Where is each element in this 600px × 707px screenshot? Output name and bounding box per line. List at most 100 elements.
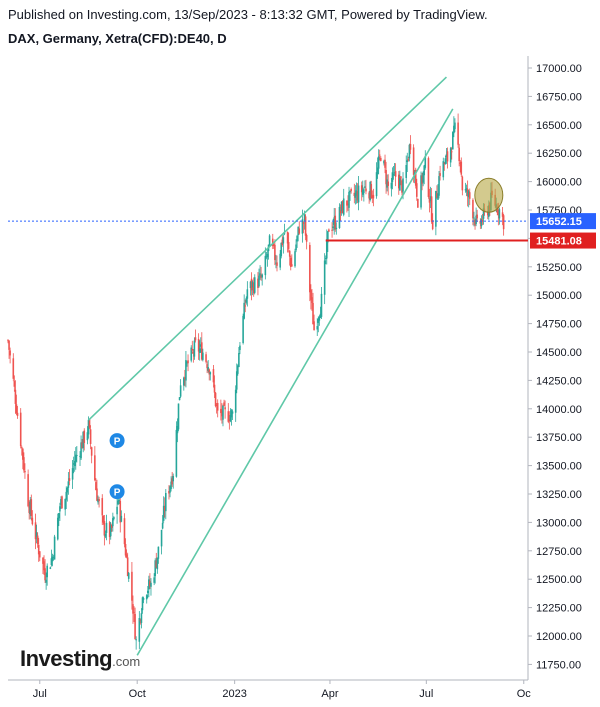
- candle-body: [191, 348, 194, 351]
- candle-body: [169, 486, 171, 493]
- candle-body: [386, 179, 388, 188]
- candle-body: [117, 500, 119, 505]
- candle-body: [148, 579, 150, 590]
- candle-body: [73, 461, 76, 467]
- candle-body: [223, 402, 225, 406]
- candle-body: [52, 557, 55, 559]
- candle-body: [208, 369, 211, 375]
- candle-body: [258, 275, 260, 287]
- candle-body: [49, 567, 52, 569]
- candle-body: [61, 496, 63, 509]
- candle-body: [67, 481, 70, 488]
- candle-body: [275, 262, 277, 264]
- candle-body: [280, 242, 283, 257]
- last-price-label: 15652.15: [536, 216, 582, 228]
- candle-body: [390, 182, 393, 189]
- candle-body: [30, 499, 33, 516]
- candle-body: [36, 535, 39, 545]
- candle-body: [212, 369, 215, 383]
- candle-body: [294, 251, 296, 267]
- candle-body: [31, 517, 34, 525]
- candle-body: [354, 193, 357, 198]
- candle-body: [274, 244, 276, 261]
- candle-body: [9, 350, 11, 356]
- candle-body: [311, 297, 313, 304]
- candle-body: [472, 199, 474, 219]
- y-tick-label: 14500.00: [536, 347, 582, 359]
- candle-body: [318, 316, 321, 321]
- candle-body: [163, 506, 166, 511]
- candle-body: [12, 358, 15, 379]
- candle-body: [264, 255, 267, 276]
- candle-body: [179, 385, 182, 397]
- candle-body: [193, 340, 196, 357]
- candle-body: [113, 517, 115, 519]
- candle-body: [309, 244, 311, 293]
- candle-body: [116, 506, 118, 515]
- candle-body: [229, 415, 232, 422]
- candle-body: [206, 364, 208, 369]
- candle-body: [295, 244, 297, 251]
- candle-body: [302, 222, 305, 224]
- candle-body: [175, 429, 178, 477]
- candle-body: [187, 360, 189, 364]
- candle-body: [437, 193, 439, 200]
- candle-body: [348, 191, 350, 208]
- y-tick-label: 14750.00: [536, 319, 582, 331]
- candle-body: [140, 613, 143, 623]
- p-marker-label: P: [114, 488, 121, 499]
- candle-body: [371, 195, 374, 198]
- candle-body: [76, 455, 78, 457]
- y-tick-label: 14000.00: [536, 404, 582, 416]
- candle-body: [44, 568, 46, 581]
- candle-body: [53, 536, 56, 560]
- candle-body: [415, 183, 418, 197]
- candle-body: [119, 500, 122, 523]
- candle-body: [105, 522, 108, 533]
- y-tick-label: 12000.00: [536, 631, 582, 643]
- candle-body: [59, 506, 61, 512]
- candle-body: [332, 226, 334, 228]
- candle-body: [385, 169, 387, 185]
- y-tick-label: 14250.00: [536, 375, 582, 387]
- candle-body: [458, 147, 460, 162]
- candle-body: [243, 302, 245, 319]
- candle-body: [397, 174, 400, 189]
- candle-body: [177, 403, 180, 430]
- candle-body: [282, 237, 285, 244]
- y-tick-label: 13000.00: [536, 517, 582, 529]
- candle-body: [139, 619, 142, 622]
- candle-body: [72, 463, 75, 465]
- candle-body: [168, 490, 170, 494]
- candle-body: [154, 560, 157, 577]
- candle-body: [165, 493, 167, 512]
- highlight-circle: [474, 177, 504, 213]
- candle-body: [230, 410, 233, 418]
- candle-body: [135, 639, 137, 641]
- candle-body: [289, 257, 292, 267]
- candle-body: [486, 211, 489, 216]
- candle-body: [361, 189, 364, 195]
- candle-body: [391, 172, 394, 182]
- candle-body: [51, 556, 54, 562]
- candle-body: [239, 345, 241, 351]
- candle-body: [249, 281, 252, 289]
- candle-body: [82, 431, 84, 449]
- candle-body: [452, 132, 454, 150]
- candle-body: [378, 154, 381, 156]
- candle-body: [460, 161, 463, 175]
- candle-body: [56, 517, 59, 540]
- trendline: [87, 76, 448, 421]
- x-tick-label: Jul: [33, 688, 47, 700]
- candle-body: [125, 554, 128, 558]
- logo-domain: .com: [112, 654, 141, 669]
- candle-body: [145, 595, 148, 600]
- candle-body: [400, 176, 402, 179]
- candle-body: [421, 175, 423, 184]
- candle-body: [363, 189, 365, 194]
- candle-body: [301, 219, 304, 234]
- candle-body: [170, 481, 172, 490]
- candle-body: [150, 582, 152, 587]
- candle-body: [192, 352, 195, 354]
